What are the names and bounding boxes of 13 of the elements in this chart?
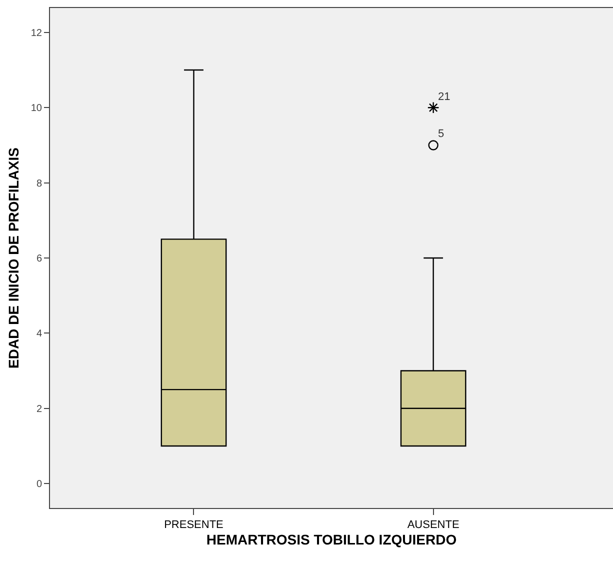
y-axis-title: EDAD DE INICIO DE PROFILAXIS bbox=[5, 148, 22, 368]
y-tick-label: 10 bbox=[30, 103, 42, 114]
y-tick-label: 4 bbox=[36, 328, 42, 340]
annotation: 21 bbox=[438, 91, 450, 103]
y-tick-label: 2 bbox=[36, 404, 42, 415]
annotation: 5 bbox=[438, 128, 444, 140]
x-tick-label: AUSENTE bbox=[407, 519, 460, 532]
y-tick-label: 8 bbox=[36, 178, 42, 190]
y-tick-label: 0 bbox=[36, 479, 42, 490]
x-axis-title: HEMARTROSIS TOBILLO IZQUIERDO bbox=[206, 532, 457, 548]
x-tick-label: PRESENTE bbox=[164, 519, 224, 532]
y-tick-label: 6 bbox=[36, 254, 42, 264]
y-tick-label: 12 bbox=[30, 28, 42, 39]
